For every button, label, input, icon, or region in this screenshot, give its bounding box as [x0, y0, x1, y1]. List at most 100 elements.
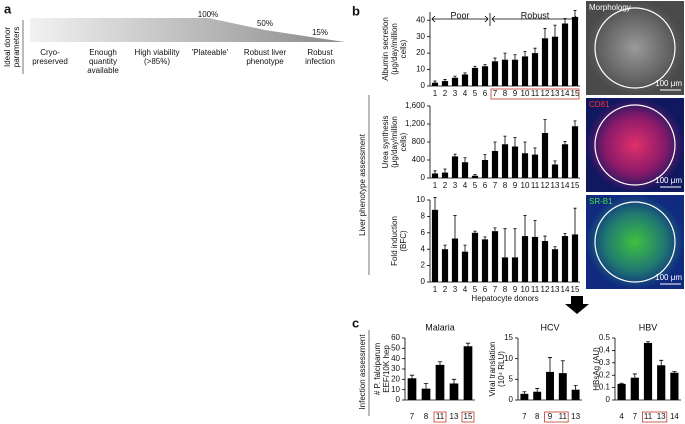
x-tick-label: 3	[453, 285, 458, 294]
y-axis-label: (μg/day/million	[390, 23, 399, 75]
annotation-arrow	[491, 15, 579, 23]
level-label: 100%	[198, 10, 218, 19]
y-axis-label: EEF/10K hep	[382, 345, 391, 393]
error-bar	[523, 141, 527, 154]
bar	[461, 74, 469, 86]
bar	[541, 38, 549, 86]
x-tick-label: 7	[410, 412, 415, 421]
x-tick-label: 11	[531, 181, 540, 190]
bar	[551, 36, 559, 86]
error-bar	[503, 228, 507, 258]
bar	[521, 153, 529, 178]
x-tick-label: 15	[571, 285, 580, 294]
x-tick-label: 13	[450, 412, 459, 421]
bar	[511, 257, 519, 282]
x-tick-label: 4	[463, 89, 468, 98]
region-circle	[594, 201, 676, 283]
bar	[491, 231, 499, 282]
y-tick-label: 10	[504, 354, 513, 363]
y-tick-label: 50	[391, 343, 400, 352]
y-tick-label: 0	[396, 395, 401, 404]
error-bar	[548, 357, 552, 372]
bar	[431, 209, 439, 282]
bar	[491, 151, 499, 178]
bar	[670, 372, 679, 400]
x-tick-label: 13	[551, 89, 560, 98]
bar	[561, 23, 569, 87]
y-axis-label: Urea synthesis	[381, 116, 390, 169]
error-bar	[463, 244, 467, 252]
bar	[531, 154, 539, 178]
x-tick-label: 13	[551, 285, 560, 294]
bar	[471, 175, 479, 178]
bar	[481, 239, 489, 282]
y-tick-label: 10	[416, 65, 425, 74]
step-label: Robust liver	[244, 48, 287, 57]
x-tick-label: 7	[493, 89, 498, 98]
x-tick-label: 10	[521, 89, 530, 98]
step-label: quantity	[89, 57, 117, 66]
x-tick-label: 14	[561, 181, 570, 190]
x-tick-label: 1	[433, 89, 438, 98]
y-tick-label: 20	[391, 374, 400, 383]
bar	[551, 249, 559, 282]
bar	[571, 234, 579, 282]
y-tick-label: 8	[421, 212, 426, 221]
bar	[501, 59, 509, 86]
bar	[463, 346, 473, 400]
x-tick-label: 15	[571, 89, 580, 98]
bar	[657, 365, 666, 400]
bar	[461, 162, 469, 178]
step-label: available	[87, 66, 119, 75]
image-label: Morphology	[589, 3, 631, 12]
error-bar	[543, 28, 547, 39]
y-tick-label: 0	[606, 395, 611, 404]
bar	[541, 241, 549, 282]
side-label: Ideal donor	[3, 27, 12, 67]
region-circle	[594, 104, 676, 186]
x-tick-label: 10	[521, 181, 530, 190]
bar	[501, 257, 509, 282]
bar	[461, 251, 469, 282]
y-tick-label: 0.3	[599, 358, 611, 367]
bar	[511, 146, 519, 178]
highlight-box	[461, 411, 475, 423]
y-axis-label: cells)	[399, 132, 408, 151]
error-bar	[523, 51, 527, 57]
bar	[407, 378, 417, 400]
x-tick-label: 6	[483, 181, 488, 190]
y-tick-label: 10	[391, 385, 400, 394]
x-tick-label: 13	[657, 412, 666, 421]
error-bar	[672, 371, 677, 373]
x-tick-label: 8	[503, 285, 508, 294]
y-axis-label: # P. falciparum	[373, 343, 382, 396]
x-tick-label: 12	[541, 285, 550, 294]
x-tick-label: 7	[493, 285, 498, 294]
error-bar	[522, 391, 527, 394]
x-tick-label: 6	[483, 89, 488, 98]
step-label: (>85%)	[144, 57, 170, 66]
x-tick-label: 8	[424, 412, 429, 421]
bar	[571, 389, 580, 400]
x-tick-label: 14	[561, 89, 570, 98]
bar	[571, 126, 579, 178]
region-circle	[594, 7, 676, 89]
bar	[558, 373, 567, 400]
error-bar	[533, 47, 537, 54]
x-tick-label: 13	[571, 412, 580, 421]
arrow	[565, 296, 589, 314]
error-bar	[433, 170, 437, 174]
x-tick-label: 10	[521, 285, 530, 294]
x-tick-label: 3	[453, 89, 458, 98]
error-bar	[503, 135, 507, 145]
error-bar	[513, 137, 517, 147]
error-bar	[437, 361, 443, 365]
x-tick-label: 9	[548, 412, 553, 421]
x-tick-label: 2	[443, 181, 448, 190]
error-bar	[553, 246, 557, 250]
x-tick-label: 14	[561, 285, 570, 294]
y-tick-label: 15	[504, 333, 513, 342]
bar	[630, 377, 639, 400]
annotation: Poor	[450, 10, 469, 20]
